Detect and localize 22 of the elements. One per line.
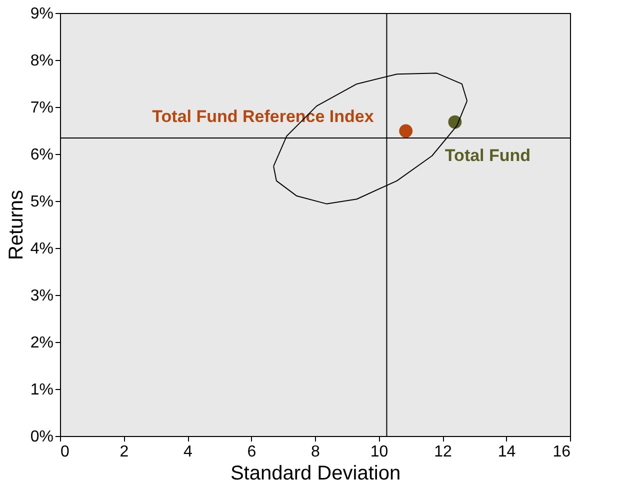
x-axis-title: Standard Deviation (230, 462, 401, 484)
y-axis-title: Returns (5, 190, 28, 260)
x-tick-label: 12 (434, 444, 452, 460)
x-tick-label: 4 (184, 444, 193, 460)
y-tick-label: 8% (30, 52, 54, 70)
y-tick-label: 4% (30, 240, 54, 258)
series-label: Total Fund (444, 146, 531, 166)
y-tick-label: 1% (30, 382, 54, 398)
y-tick-label: 6% (30, 146, 54, 164)
y-tick-label: 7% (30, 100, 54, 116)
y-tick-label: 5% (30, 194, 54, 210)
x-tick-label: 0 (60, 444, 70, 460)
y-tick-label: 0% (30, 428, 54, 446)
y-tick-label: 2% (30, 334, 54, 352)
x-tick-label: 16 (552, 444, 571, 460)
x-tick-label: 2 (120, 444, 129, 460)
x-tick-label: 6 (247, 444, 256, 460)
y-tick-label: 3% (30, 288, 54, 304)
x-tick-label: 14 (498, 444, 516, 460)
x-tick-label: 10 (370, 444, 388, 460)
y-tick-label: 9% (30, 6, 54, 22)
x-tick-label: 8 (311, 444, 320, 460)
